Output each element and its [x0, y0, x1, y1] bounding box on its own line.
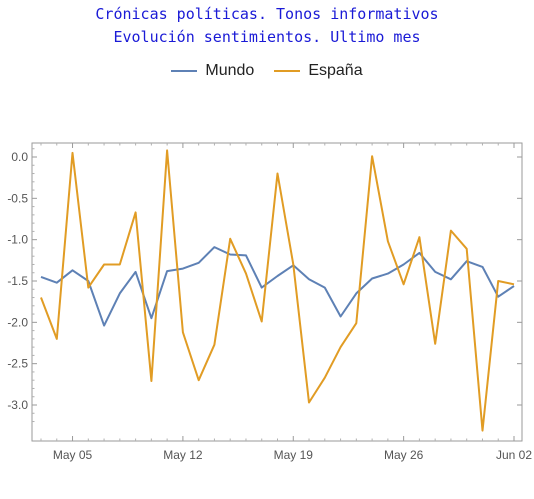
chart-subtitle: Evolución sentimientos. Ultimo mes [113, 28, 421, 46]
y-tick-label: -0.5 [7, 191, 28, 205]
plot-frame [31, 142, 523, 442]
legend: Mundo España [0, 62, 534, 80]
y-tick-label: 0.0 [11, 150, 28, 164]
y-tick-label: -3.0 [7, 398, 28, 412]
y-tick-label: -1.5 [7, 274, 28, 288]
series-line-espana [40, 149, 515, 432]
x-tick-label: May 05 [53, 448, 93, 462]
x-tick-label: Jun 02 [496, 448, 532, 462]
chart-title: Crónicas políticas. Tonos informativos [95, 5, 439, 23]
legend-label-mundo: Mundo [205, 62, 255, 79]
legend-item-espana[interactable]: España [274, 62, 363, 80]
y-tick-label: -2.0 [7, 315, 28, 329]
legend-label-espana: España [308, 62, 363, 79]
x-tick-label: May 12 [163, 448, 203, 462]
legend-item-mundo[interactable]: Mundo [171, 62, 254, 80]
legend-swatch-mundo [171, 70, 198, 72]
series-line-mundo [40, 246, 515, 327]
x-tick-label: May 26 [384, 448, 424, 462]
legend-swatch-espana [274, 70, 301, 72]
y-tick-label: -1.0 [7, 233, 28, 247]
y-tick-label: -2.5 [7, 357, 28, 371]
x-tick-label: May 19 [274, 448, 314, 462]
